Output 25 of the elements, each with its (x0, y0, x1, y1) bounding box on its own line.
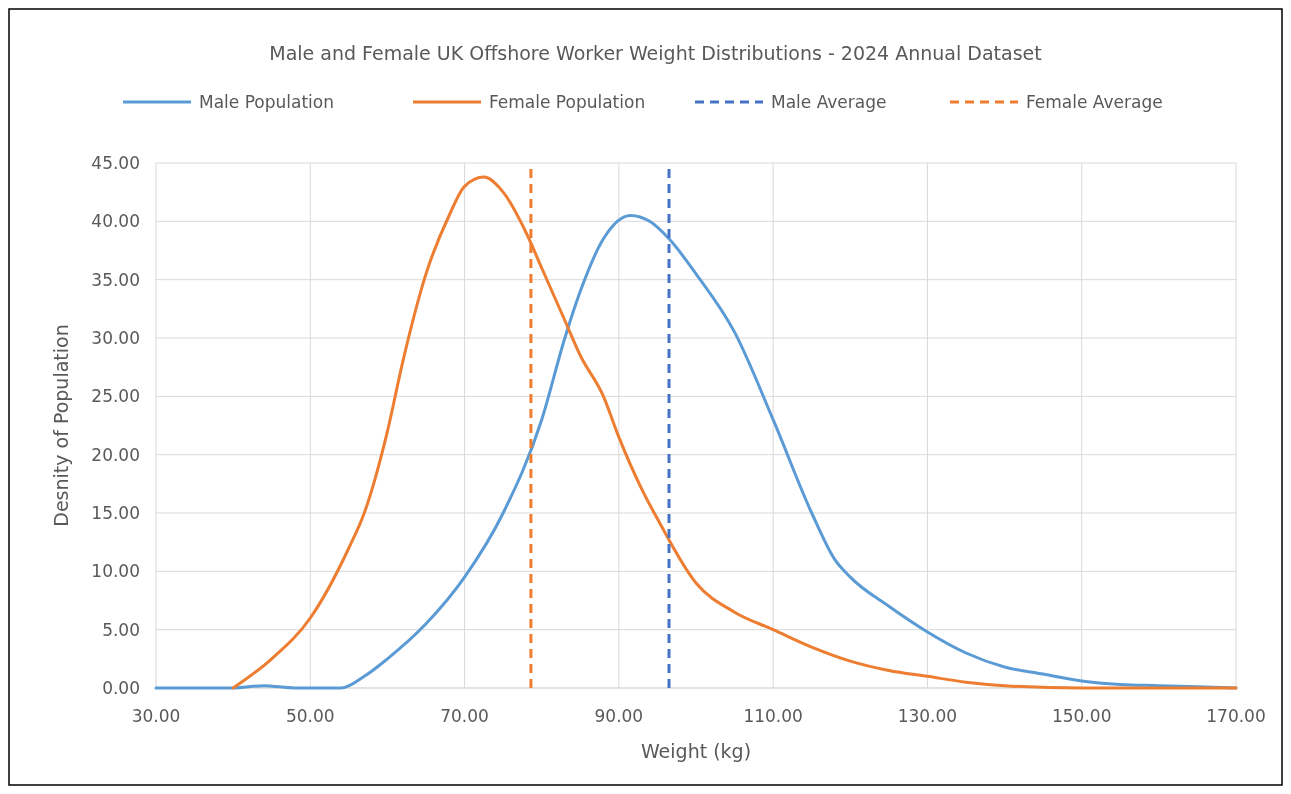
x-tick-label: 170.00 (1206, 706, 1266, 726)
x-tick-label: 110.00 (743, 706, 803, 726)
legend-label: Male Average (771, 92, 887, 112)
y-tick-label: 10.00 (91, 561, 140, 582)
x-tick-label: 70.00 (440, 706, 489, 726)
y-tick-label: 5.00 (102, 619, 140, 640)
y-tick-label: 45.00 (91, 153, 140, 173)
x-tick-label: 30.00 (131, 706, 181, 726)
y-tick-label: 40.00 (91, 211, 140, 232)
x-tick-label: 130.00 (897, 706, 958, 726)
x-tick-label: 150.00 (1051, 706, 1112, 726)
y-tick-label: 15.00 (91, 503, 140, 523)
x-tick-label: 50.00 (285, 706, 335, 726)
legend-label: Female Population (489, 92, 646, 112)
y-tick-label: 0.00 (102, 678, 140, 698)
x-axis-title: Weight (kg) (640, 740, 752, 762)
y-tick-label: 35.00 (91, 269, 140, 290)
y-axis-title: Desnity of Population (50, 324, 72, 527)
y-tick-label: 25.00 (91, 386, 140, 407)
x-tick-label: 90.00 (594, 706, 644, 726)
y-tick-label: 20.00 (91, 444, 140, 465)
legend-label: Male Population (199, 92, 334, 112)
y-tick-label: 30.00 (91, 328, 140, 348)
chart-title: Male and Female UK Offshore Worker Weight Distributions - 2024 Annual Dataset (269, 42, 1042, 64)
legend-label: Female Average (1026, 92, 1163, 112)
